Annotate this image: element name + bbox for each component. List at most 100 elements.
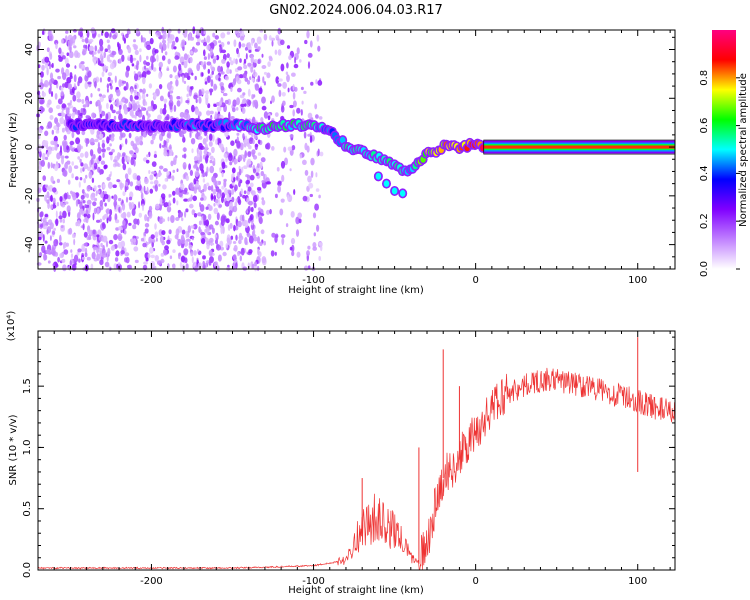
- noise-blob: [134, 49, 139, 56]
- noise-blob: [263, 81, 266, 86]
- noise-blob: [225, 146, 228, 153]
- noise-blob: [81, 130, 86, 136]
- noise-blob: [288, 55, 292, 61]
- noise-blob: [48, 65, 52, 70]
- noise-blob: [308, 182, 314, 189]
- noise-blob: [174, 55, 180, 60]
- noise-blob: [44, 214, 49, 218]
- noise-blob: [251, 77, 255, 82]
- noise-blob: [137, 107, 140, 112]
- noise-blob: [91, 164, 94, 171]
- noise-blob: [152, 58, 157, 62]
- noise-blob: [39, 252, 43, 258]
- noise-blob: [309, 40, 313, 48]
- noise-blob: [166, 205, 172, 213]
- noise-blob: [128, 132, 132, 139]
- noise-blob: [268, 56, 273, 62]
- noise-blob: [207, 53, 210, 60]
- x-tick-label: -100: [302, 576, 325, 587]
- noise-blob: [117, 152, 121, 160]
- noise-blob: [256, 36, 262, 45]
- noise-blob: [226, 189, 232, 194]
- noise-blob: [231, 107, 236, 113]
- noise-blob: [181, 217, 184, 222]
- noise-blob: [127, 167, 132, 175]
- noise-blob: [285, 223, 289, 228]
- noise-blob: [102, 183, 106, 189]
- noise-blob: [96, 253, 101, 261]
- x-tick-label: 0: [472, 275, 478, 286]
- noise-blob: [134, 84, 137, 90]
- noise-blob: [190, 251, 194, 257]
- noise-blob: [209, 165, 215, 174]
- noise-blob: [292, 92, 296, 100]
- noise-blob: [44, 140, 49, 146]
- noise-blob: [73, 254, 79, 263]
- noise-blob: [173, 46, 177, 50]
- noise-blob: [296, 47, 300, 55]
- noise-blob: [72, 233, 76, 239]
- noise-blob: [173, 104, 177, 112]
- noise-blob: [227, 224, 231, 231]
- noise-blob: [170, 215, 175, 223]
- noise-blob: [104, 64, 107, 73]
- noise-blob: [274, 49, 278, 55]
- noise-blob: [79, 152, 84, 158]
- colorbar-tick-label: 0.6: [699, 118, 710, 134]
- noise-blob: [67, 194, 71, 200]
- noise-blob: [65, 63, 71, 68]
- noise-blob: [181, 41, 185, 47]
- noise-blob: [208, 141, 213, 147]
- noise-blob: [310, 157, 315, 166]
- noise-blob: [126, 28, 131, 35]
- noise-blob: [73, 83, 76, 89]
- noise-blob: [98, 247, 103, 253]
- noise-blob: [312, 212, 317, 219]
- noise-blob: [315, 79, 318, 85]
- noise-blob: [262, 76, 265, 84]
- noise-blob: [140, 237, 145, 242]
- noise-blob: [189, 133, 192, 138]
- noise-blob: [90, 93, 93, 98]
- noise-blob: [277, 83, 282, 87]
- noise-blob: [54, 145, 57, 151]
- noise-blob: [84, 151, 89, 159]
- noise-blob: [162, 39, 166, 44]
- y-tick-label: 0.0: [22, 562, 33, 578]
- noise-blob: [65, 242, 70, 247]
- noise-blob: [88, 45, 94, 52]
- noise-blob: [248, 164, 253, 168]
- noise-blob: [121, 80, 127, 84]
- noise-blob: [130, 158, 135, 166]
- noise-blob: [64, 81, 69, 89]
- noise-blob: [47, 121, 53, 129]
- noise-blob: [143, 261, 148, 265]
- noise-blob: [97, 88, 101, 92]
- noise-blob: [102, 152, 105, 158]
- noise-blob: [223, 180, 227, 188]
- noise-blob: [110, 136, 115, 142]
- noise-blob: [62, 218, 65, 224]
- noise-blob: [134, 259, 139, 264]
- noise-blob: [92, 33, 96, 39]
- noise-blob: [155, 203, 160, 210]
- noise-blob: [193, 187, 197, 194]
- noise-blob: [126, 211, 131, 218]
- y-tick-label: -40: [24, 236, 35, 252]
- noise-blob: [175, 228, 180, 236]
- noise-blob: [204, 220, 209, 226]
- noise-blob: [87, 166, 91, 172]
- x-tick-label: -200: [140, 576, 163, 587]
- noise-blob: [58, 215, 63, 220]
- noise-blob: [249, 214, 254, 221]
- noise-blob: [142, 107, 146, 111]
- noise-blob: [307, 245, 311, 250]
- noise-blob: [245, 53, 248, 60]
- noise-blob: [202, 178, 206, 183]
- noise-blob: [307, 133, 311, 137]
- noise-blob: [61, 156, 64, 165]
- noise-blob: [63, 192, 68, 200]
- noise-blob: [213, 189, 217, 195]
- noise-blob: [217, 65, 222, 73]
